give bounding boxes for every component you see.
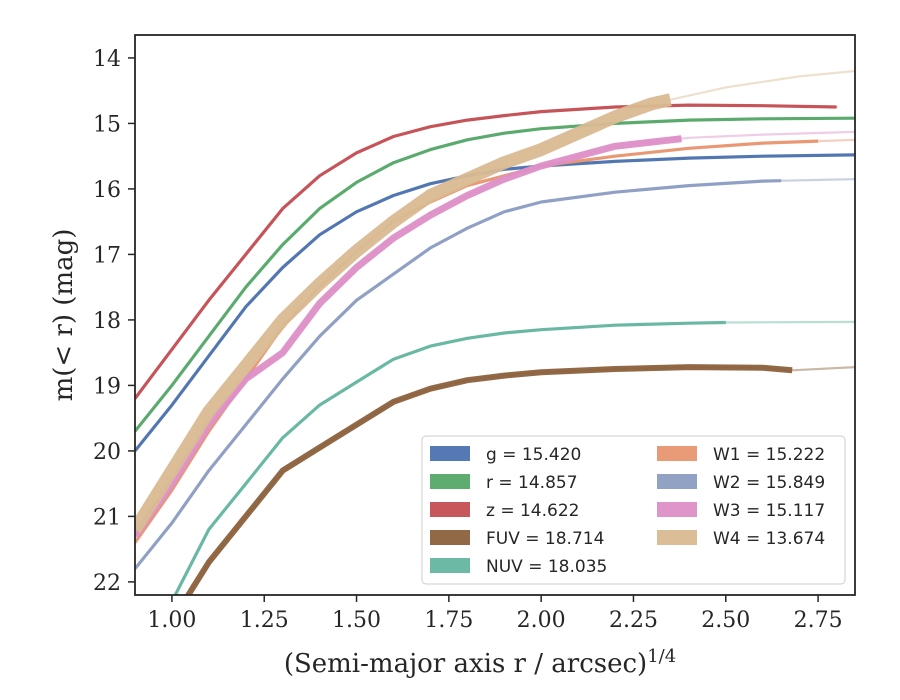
x-axis-label-main: (Semi-major axis r / arcsec) (284, 649, 647, 679)
x-tick-label: 1.50 (332, 608, 381, 633)
legend-label-g: g = 15.420 (486, 445, 581, 465)
legend-swatch-z (430, 502, 470, 517)
y-tick-label: 20 (93, 440, 121, 465)
x-axis-label-exponent: 1/4 (647, 646, 676, 667)
y-tick-label: 14 (93, 47, 121, 72)
legend-swatch-r (430, 474, 470, 489)
legend-label-w4: W4 = 13.674 (713, 529, 825, 549)
legend-label-fuv: FUV = 18.714 (486, 529, 604, 549)
x-tick-label: 1.00 (147, 608, 196, 633)
y-tick-label: 21 (93, 505, 121, 530)
legend-entries: g = 15.420 r = 14.857 z = 14.622 FUV = 18.7… (430, 445, 825, 577)
legend-swatch-fuv (430, 530, 470, 545)
series-fuv-curve (184, 364, 793, 595)
series-nuv-curve (173, 320, 726, 595)
plot-frame (134, 34, 856, 596)
legend-label-w1: W1 = 15.222 (713, 445, 825, 465)
y-axis-label: m(< r) (mag) (49, 229, 79, 402)
legend: g = 15.420 r = 14.857 z = 14.622 FUV = 18.7… (421, 435, 846, 585)
x-axis-label: (Semi-major axis r / arcsec)1/4 (284, 646, 676, 679)
legend-label-nuv: NUV = 18.035 (486, 557, 607, 577)
legend-label-w2: W2 = 15.849 (713, 473, 825, 493)
legend-swatch-w2 (657, 474, 697, 489)
y-tick-label: 18 (93, 309, 121, 334)
legend-label-r: r = 14.857 (486, 473, 578, 493)
x-tick-label: 1.75 (424, 608, 473, 633)
legend-swatch-w3 (657, 502, 697, 517)
series-g-curve (135, 153, 855, 452)
x-tick-label: 2.25 (609, 608, 658, 633)
y-tick-label: 15 (93, 112, 121, 137)
y-tick-label: 22 (93, 571, 121, 596)
legend-label-z: z = 14.622 (486, 501, 579, 521)
legend-label-w3: W3 = 15.117 (713, 501, 825, 521)
x-tick-label: 2.00 (517, 608, 566, 633)
x-tick-label: 2.50 (701, 608, 750, 633)
y-axis-ticks: 14 15 16 17 18 19 20 21 22 (93, 47, 135, 596)
series-r-curve (135, 116, 855, 433)
series-w4-curve (135, 93, 672, 533)
legend-swatch-nuv (430, 558, 470, 573)
x-axis-ticks: 1.00 1.25 1.50 1.75 2.00 2.25 2.50 2.75 (147, 595, 843, 633)
y-tick-label: 16 (93, 178, 121, 203)
x-tick-label: 1.25 (240, 608, 289, 633)
series-w3-curve (135, 135, 682, 539)
series-w2-curve (135, 179, 782, 570)
x-tick-label: 2.75 (794, 608, 843, 633)
y-tick-label: 17 (93, 243, 121, 268)
y-tick-label: 19 (93, 374, 121, 399)
legend-swatch-g (430, 446, 470, 461)
legend-swatch-w1 (657, 446, 697, 461)
legend-box (421, 435, 846, 585)
legend-swatch-w4 (657, 530, 697, 545)
series-layer (135, 69, 855, 595)
